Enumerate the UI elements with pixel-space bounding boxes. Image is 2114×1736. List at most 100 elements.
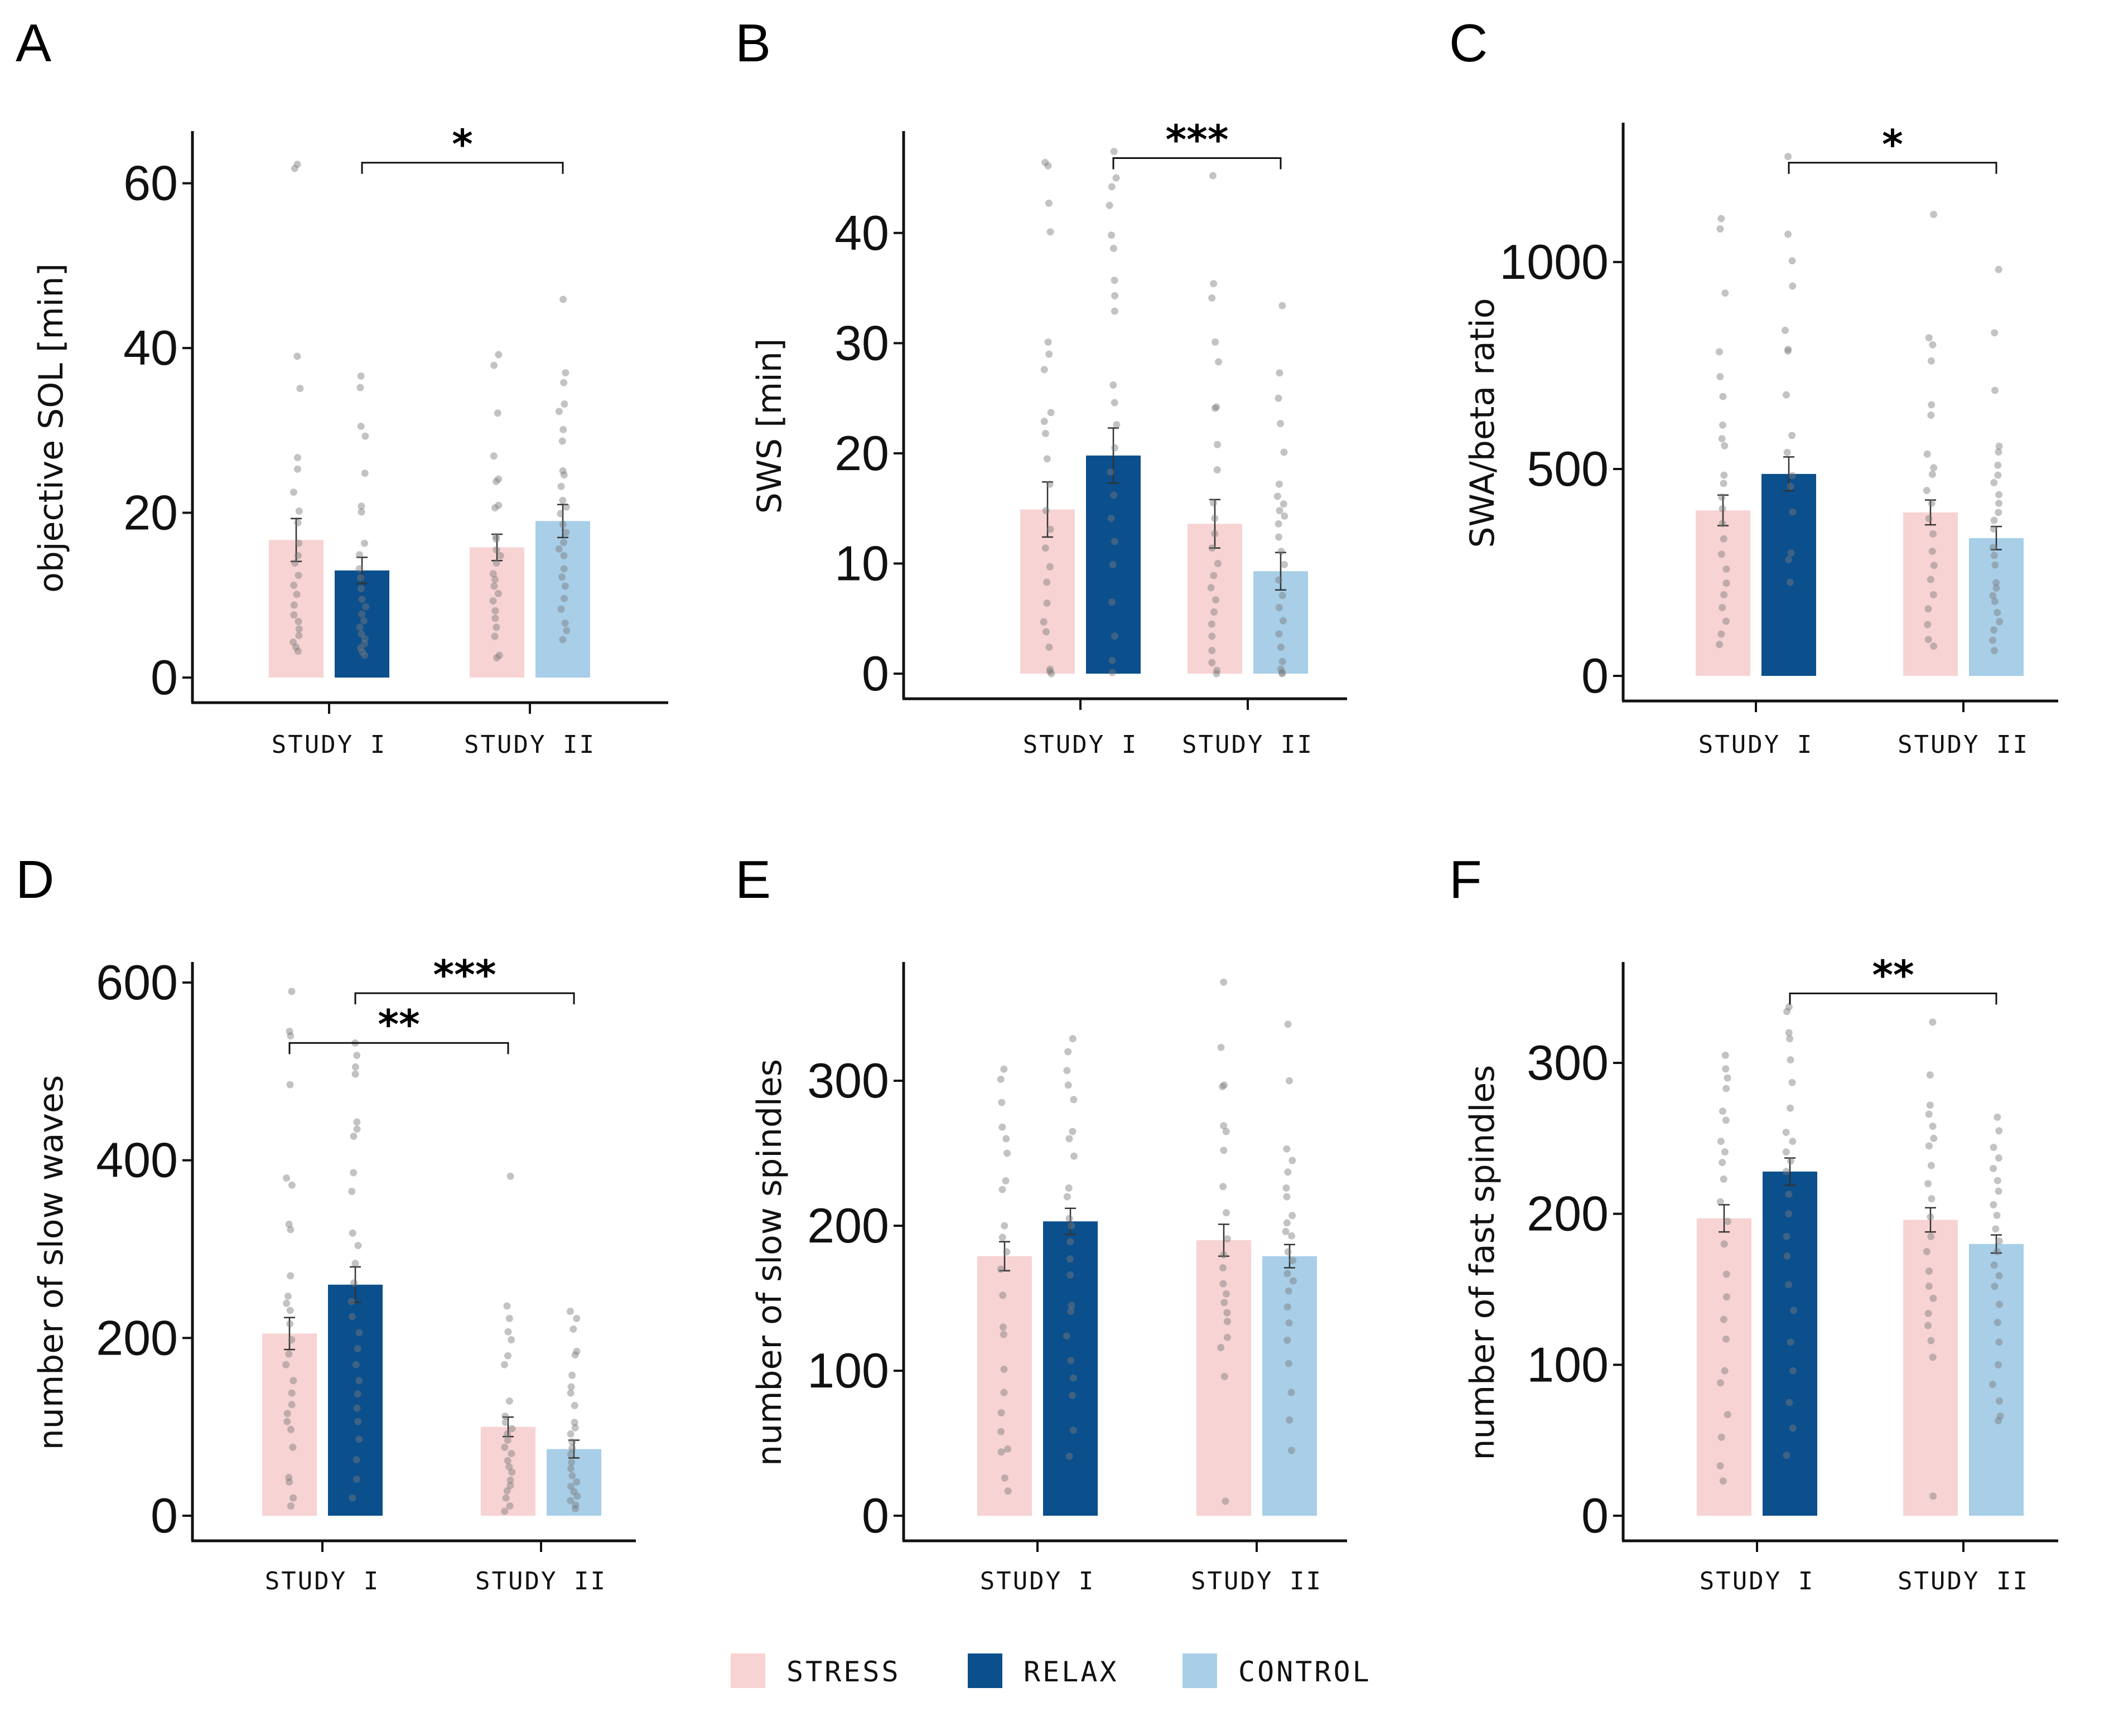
bar-stress: [1697, 1218, 1751, 1516]
data-point: [1924, 605, 1932, 613]
data-point: [1783, 1008, 1791, 1016]
panel-letter: C: [1449, 13, 1488, 73]
data-point: [353, 1456, 360, 1464]
data-point: [573, 1347, 581, 1355]
data-point: [350, 1279, 358, 1287]
data-point: [1994, 1361, 2002, 1369]
data-point: [1786, 1104, 1794, 1112]
data-point: [560, 379, 568, 386]
data-point: [506, 1172, 514, 1180]
data-point: [1783, 1232, 1790, 1240]
data-point: [1066, 1307, 1074, 1315]
y-tick-label: 0: [151, 650, 178, 705]
data-point: [1280, 448, 1288, 456]
data-point: [1279, 617, 1287, 625]
data-point: [1719, 1159, 1726, 1167]
data-point: [1219, 1280, 1227, 1288]
data-point: [1721, 289, 1729, 297]
data-point: [1719, 421, 1726, 429]
data-point: [1043, 578, 1051, 586]
data-point: [295, 625, 303, 633]
data-point: [1219, 1183, 1227, 1191]
data-point: [1069, 1391, 1077, 1399]
data-point: [1928, 500, 1936, 507]
data-point: [1220, 1372, 1228, 1380]
data-point: [1990, 1201, 1997, 1208]
bar-stress: [1696, 510, 1750, 676]
data-point: [572, 1505, 580, 1512]
data-point: [560, 471, 568, 479]
data-point: [1991, 386, 1999, 394]
data-point: [493, 623, 500, 631]
data-point: [495, 351, 503, 359]
data-point: [489, 597, 497, 605]
data-point: [291, 165, 298, 172]
data-point: [351, 1063, 359, 1071]
data-point: [357, 372, 365, 380]
data-point: [503, 1302, 511, 1310]
data-point: [1996, 618, 2004, 626]
data-point: [1275, 394, 1282, 402]
data-point: [1111, 399, 1118, 407]
data-point: [1787, 482, 1794, 490]
data-point: [501, 1507, 509, 1515]
data-point: [571, 1401, 578, 1409]
data-point: [1286, 1077, 1294, 1085]
data-point: [1929, 591, 1937, 599]
data-point: [1286, 1416, 1294, 1424]
data-point: [353, 1118, 361, 1126]
data-point: [495, 475, 503, 483]
data-point: [356, 644, 364, 652]
data-point: [1721, 1148, 1729, 1156]
bar-control: [1262, 1256, 1317, 1516]
data-point: [282, 1361, 290, 1369]
y-tick-label: 100: [807, 1343, 889, 1398]
data-point: [1785, 1003, 1793, 1011]
data-point: [1065, 1184, 1073, 1192]
data-point: [289, 1494, 297, 1502]
data-point: [1220, 1147, 1228, 1154]
x-tick-label: STUDY I: [1698, 731, 1813, 759]
significance-label: **: [1872, 951, 1914, 998]
data-point: [362, 603, 370, 611]
data-point: [568, 1444, 576, 1452]
data-point: [1109, 244, 1117, 252]
data-point: [1930, 562, 1938, 569]
data-point: [1720, 1175, 1727, 1183]
data-point: [1992, 584, 2000, 592]
data-point: [1781, 326, 1789, 334]
data-point: [1275, 576, 1283, 584]
data-point: [1722, 579, 1730, 587]
data-point: [1988, 1381, 1996, 1389]
data-point: [1722, 1065, 1730, 1073]
data-point: [1717, 1138, 1725, 1145]
data-point: [285, 1220, 293, 1228]
panel-c: C SWA/beta ratio 0 500 1000 STUDY I STUDY II *: [1449, 13, 2058, 759]
data-point: [1069, 1426, 1077, 1434]
data-point: [1718, 493, 1726, 501]
data-point: [288, 988, 296, 995]
data-point: [1219, 1264, 1227, 1271]
data-point: [1000, 1365, 1008, 1373]
y-tick-label: 20: [834, 425, 889, 481]
data-point: [1220, 1122, 1228, 1130]
data-point: [1719, 604, 1726, 612]
data-point: [1108, 231, 1116, 239]
data-point: [1720, 535, 1727, 543]
data-point: [294, 519, 302, 526]
data-point: [1923, 487, 1930, 495]
data-point: [295, 539, 303, 547]
x-tick-label: STUDY II: [475, 1567, 607, 1595]
data-point: [501, 1413, 509, 1420]
bar-stress: [262, 1333, 317, 1516]
data-point: [569, 1325, 577, 1333]
data-point: [1782, 1168, 1790, 1176]
data-point: [1288, 1212, 1296, 1220]
data-point: [493, 477, 500, 485]
data-point: [1063, 1067, 1071, 1075]
data-point: [1995, 500, 2003, 507]
data-point: [354, 1390, 361, 1398]
data-point: [505, 1397, 513, 1405]
data-point: [1275, 520, 1282, 528]
